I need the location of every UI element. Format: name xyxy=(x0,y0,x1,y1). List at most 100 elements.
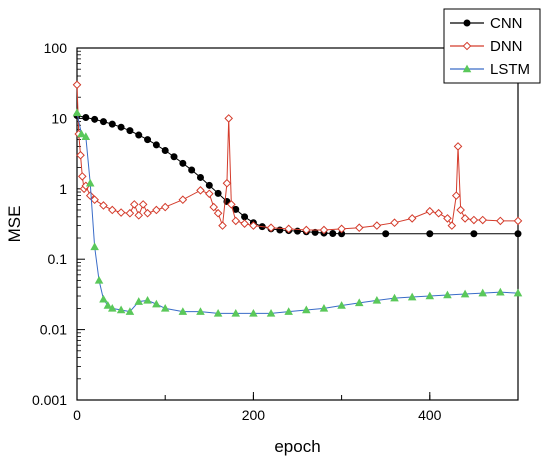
data-point-lstm xyxy=(354,298,364,307)
legend-item-dnn: DNN xyxy=(450,38,523,55)
y-tick-label: 1 xyxy=(59,181,67,197)
data-point-dnn xyxy=(266,223,276,233)
data-point-lstm xyxy=(372,295,382,304)
data-point-lstm xyxy=(284,307,293,315)
data-point-dnn xyxy=(213,208,223,218)
data-point-lstm xyxy=(103,301,113,309)
data-point-lstm xyxy=(231,308,241,317)
data-point-lstm xyxy=(72,108,82,117)
data-point-dnn xyxy=(372,221,382,230)
data-point-lstm xyxy=(108,303,117,312)
data-point-dnn xyxy=(218,221,227,230)
data-point-dnn xyxy=(249,221,258,230)
data-point-cnn xyxy=(91,115,99,123)
data-point-dnn xyxy=(72,80,82,90)
data-point-lstm xyxy=(77,129,86,138)
data-point-cnn xyxy=(99,118,107,126)
y-tick-label: 10 xyxy=(51,110,67,126)
series-line-lstm xyxy=(76,112,519,314)
data-point-dnn xyxy=(284,224,293,234)
data-point-cnn xyxy=(382,230,390,238)
series-cnn xyxy=(73,111,522,238)
data-point-cnn xyxy=(188,166,196,174)
legend-label: CNN xyxy=(490,15,523,32)
legend-item-lstm: LSTM xyxy=(450,61,530,78)
y-tick-label: 0.01 xyxy=(40,322,67,338)
data-point-lstm xyxy=(134,297,144,305)
data-point-dnn xyxy=(453,142,463,151)
data-point-cnn xyxy=(196,173,204,181)
data-point-cnn xyxy=(144,136,152,144)
series-dnn xyxy=(72,80,523,235)
data-point-dnn xyxy=(460,214,470,223)
data-point-dnn xyxy=(85,191,95,200)
data-point-dnn xyxy=(209,202,219,212)
data-point-cnn xyxy=(135,131,143,139)
data-point-lstm xyxy=(85,178,95,187)
data-point-lstm xyxy=(116,305,126,314)
data-point-dnn xyxy=(152,205,161,215)
data-point-dnn xyxy=(425,206,435,216)
data-point-dnn xyxy=(76,150,85,160)
data-point-lstm xyxy=(319,303,329,312)
data-point-lstm xyxy=(196,307,205,315)
data-point-dnn xyxy=(134,211,144,220)
data-point-dnn xyxy=(443,214,452,223)
x-axis-title: epoch xyxy=(274,437,320,456)
data-point-dnn xyxy=(354,223,364,233)
data-point-cnn xyxy=(82,113,90,121)
data-point-lstm xyxy=(425,291,435,300)
data-point-lstm xyxy=(99,294,108,303)
data-point-dnn xyxy=(224,114,234,123)
data-point-lstm xyxy=(460,289,470,298)
data-point-lstm xyxy=(443,290,452,299)
data-point-lstm xyxy=(94,275,104,284)
data-point-cnn xyxy=(117,123,125,131)
data-point-cnn xyxy=(514,230,522,238)
data-point-lstm xyxy=(249,308,258,317)
data-point-dnn xyxy=(143,208,152,218)
data-point-dnn xyxy=(478,215,488,225)
data-point-lstm xyxy=(407,292,417,301)
data-point-dnn xyxy=(451,191,461,200)
data-point-lstm xyxy=(390,293,399,302)
data-point-dnn xyxy=(116,208,126,217)
data-point-dnn xyxy=(99,201,108,210)
data-point-lstm xyxy=(478,288,487,297)
data-point-lstm xyxy=(266,308,276,317)
data-point-dnn xyxy=(90,195,99,205)
data-point-lstm xyxy=(496,287,505,296)
data-point-dnn xyxy=(407,214,417,223)
legend-marker xyxy=(462,64,472,73)
y-tick-label: 100 xyxy=(44,40,68,56)
data-point-cnn xyxy=(241,213,249,221)
data-point-lstm xyxy=(90,242,99,251)
data-point-dnn xyxy=(447,221,457,230)
data-point-lstm xyxy=(125,307,135,315)
data-point-dnn xyxy=(337,224,346,234)
y-tick-label: 0.001 xyxy=(32,392,67,408)
data-point-lstm xyxy=(152,299,161,308)
x-tick-label: 0 xyxy=(73,407,81,423)
data-point-cnn xyxy=(126,127,134,135)
data-point-dnn xyxy=(160,202,170,212)
data-point-cnn xyxy=(329,229,337,237)
data-point-cnn xyxy=(205,181,213,189)
data-point-lstm xyxy=(178,307,188,315)
legend-item-cnn: CNN xyxy=(450,15,523,32)
data-point-dnn xyxy=(496,216,505,226)
series-lstm xyxy=(72,108,523,317)
data-point-lstm xyxy=(513,288,523,297)
data-point-lstm xyxy=(81,132,91,140)
data-point-dnn xyxy=(513,216,523,226)
series-line-cnn xyxy=(76,114,518,235)
data-point-dnn xyxy=(107,205,117,215)
data-point-dnn xyxy=(130,200,139,209)
legend-marker xyxy=(462,41,472,51)
data-point-dnn xyxy=(227,200,236,209)
data-point-lstm xyxy=(302,305,311,314)
data-point-dnn xyxy=(319,225,329,235)
data-point-dnn xyxy=(231,216,241,226)
data-point-dnn xyxy=(222,178,232,188)
